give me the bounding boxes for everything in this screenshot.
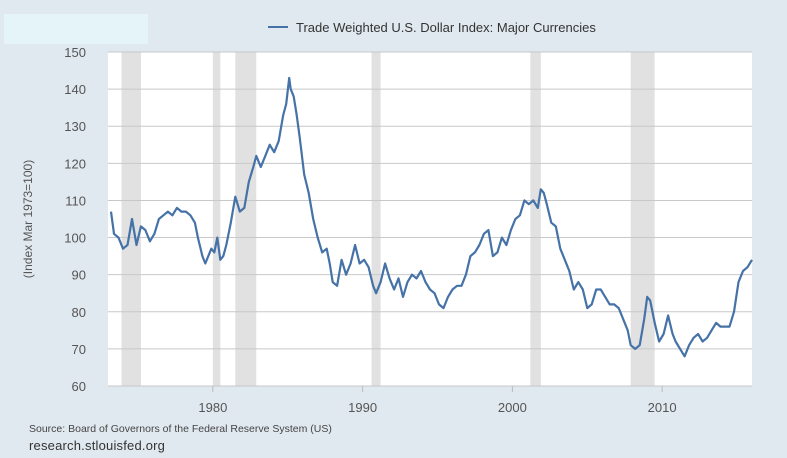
x-tick-label: 2010 — [648, 400, 677, 415]
y-tick-label: 130 — [64, 119, 86, 134]
series-layer — [109, 76, 753, 358]
recession-bar — [630, 52, 655, 386]
y-tick-label: 140 — [64, 82, 86, 97]
x-axis-ticks: 1980 1990 2000 2010 — [198, 386, 677, 415]
y-tick-label: 110 — [65, 193, 86, 208]
source-note: Source: Board of Governors of the Federa… — [29, 423, 332, 435]
recession-bar — [235, 52, 257, 386]
x-tick-label: 1980 — [198, 400, 227, 415]
y-tick-label: 120 — [64, 156, 86, 171]
recession-bar — [371, 52, 381, 386]
x-tick-label: 2000 — [498, 400, 527, 415]
y-tick-label: 70 — [72, 342, 86, 357]
series-line[interactable] — [109, 76, 753, 358]
recession-bar — [212, 52, 221, 386]
site-url[interactable]: research.stlouisfed.org — [29, 438, 166, 453]
recession-bar — [530, 52, 541, 386]
watermark-patch — [4, 14, 148, 44]
y-tick-label: 80 — [72, 305, 86, 320]
y-axis-ticks: 60 70 80 90 100 110 120 130 140 150 — [64, 45, 86, 394]
plot-area — [108, 52, 752, 386]
y-tick-label: 60 — [72, 379, 86, 394]
legend-label: Trade Weighted U.S. Dollar Index: Major … — [296, 19, 596, 35]
y-tick-label: 90 — [72, 268, 86, 283]
legend-swatch — [268, 26, 288, 28]
y-axis-label: (Index Mar 1973=100) — [21, 160, 35, 278]
chart-legend[interactable]: Trade Weighted U.S. Dollar Index: Major … — [268, 17, 596, 37]
y-tick-label: 100 — [64, 231, 86, 246]
y-tick-label: 150 — [64, 45, 86, 60]
x-tick-label: 1990 — [348, 400, 377, 415]
